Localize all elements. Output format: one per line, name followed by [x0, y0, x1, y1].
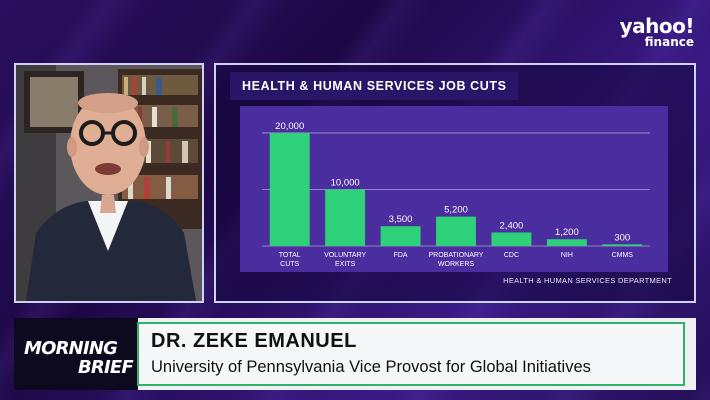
category-label-1-1: EXITS	[335, 261, 356, 268]
bar-4	[491, 232, 532, 246]
bar-6	[602, 244, 643, 246]
bar-2	[380, 226, 421, 246]
category-label-0-0: TOTAL	[279, 252, 301, 259]
chart-plot-area: 20,000 TOTAL CUTS 10,000 VOLUNTARY EXITS 3,500…	[240, 106, 668, 272]
bar-1	[325, 189, 366, 246]
category-label-5-0: NIH	[561, 252, 573, 259]
logo-line-2: finance	[644, 35, 694, 49]
category-label-1-0: VOLUNTARY	[324, 252, 366, 259]
video-feed	[14, 63, 204, 303]
guest-name: DR. ZEKE EMANUEL	[151, 330, 357, 352]
bar-5	[546, 239, 587, 246]
category-label-4-0: CDC	[504, 252, 519, 259]
value-label-6: 300	[614, 232, 630, 243]
bar-chart: 20,000 TOTAL CUTS 10,000 VOLUNTARY EXITS 3,500…	[262, 121, 650, 268]
show-name-line-1: MORNING	[24, 338, 118, 359]
guest-name-box	[137, 322, 685, 386]
bar-3	[436, 216, 476, 246]
category-label-3-0: PROBATIONARY	[429, 252, 484, 259]
category-label-2-0: FDA	[394, 252, 408, 259]
value-label-3: 5,200	[444, 205, 468, 216]
show-logo-block	[14, 318, 138, 390]
category-label-3-1: WORKERS	[438, 261, 475, 268]
guest-title: University of Pennsylvania Vice Provost …	[151, 358, 591, 376]
value-label-2: 3,500	[389, 214, 413, 225]
logo-line-1: yahoo!	[619, 14, 695, 38]
chart-title: HEALTH & HUMAN SERVICES JOB CUTS	[230, 72, 518, 100]
bar-0	[269, 132, 310, 246]
guest-video-image	[16, 65, 202, 301]
category-label-0-1: CUTS	[280, 261, 299, 268]
category-label-6-0: CMMS	[612, 252, 634, 259]
show-name-line-2: BRIEF	[78, 357, 134, 378]
yahoo-finance-logo: yahoo! finance	[619, 14, 695, 49]
value-label-1: 10,000	[331, 177, 360, 188]
value-label-0: 20,000	[275, 121, 304, 132]
value-label-4: 2,400	[500, 220, 524, 231]
value-label-5: 1,200	[555, 227, 579, 238]
chart-source: HEALTH & HUMAN SERVICES DEPARTMENT	[503, 276, 672, 285]
